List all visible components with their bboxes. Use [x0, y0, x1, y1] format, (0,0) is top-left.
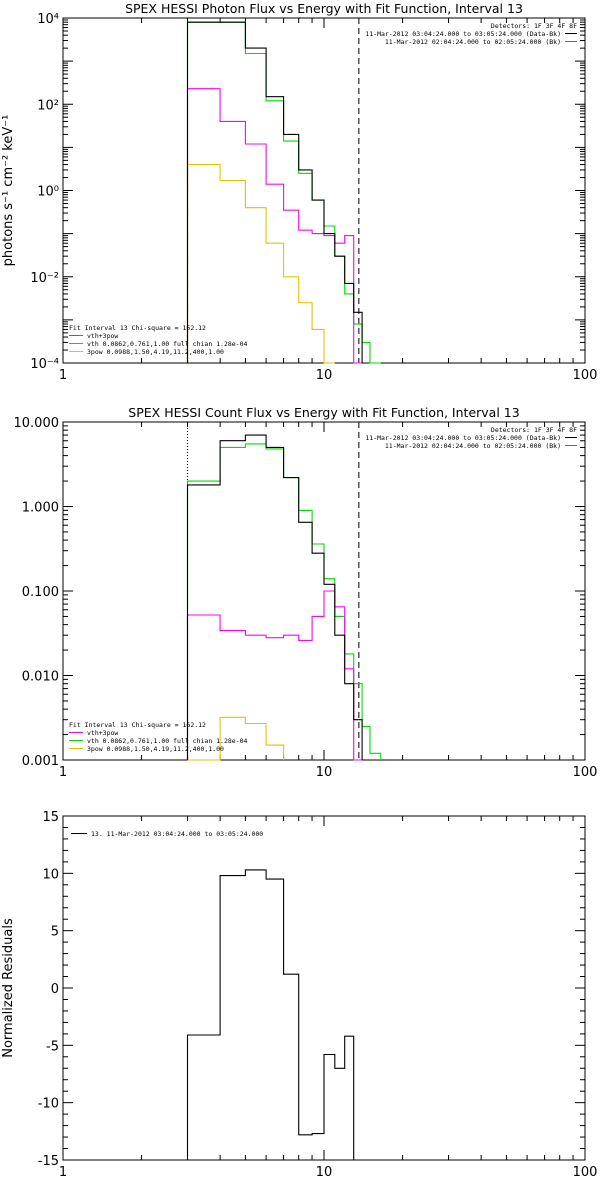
x-tick-label: 100 — [573, 765, 598, 780]
y-tick-label: 0.001 — [22, 754, 59, 769]
legend-entry: vth 0.0862,0.761,1.00 full chian 1.28e-0… — [87, 737, 248, 745]
series-bk — [186, 590, 363, 761]
y-tick-label: 10⁻² — [30, 271, 59, 286]
legend-fit-header: Fit Interval 13 Chi-square = 162.12 — [69, 721, 206, 729]
chart-title: SPEX HESSI Photon Flux vs Energy with Fi… — [125, 1, 523, 16]
series-data-bk — [186, 434, 363, 760]
y-tick-label: 15 — [42, 810, 59, 825]
legend-entry: 11-Mar-2012 02:04:24.000 to 02:05:24.000… — [385, 442, 561, 450]
y-tick-label: -10 — [38, 1097, 59, 1112]
y-tick-label: 0 — [51, 982, 59, 997]
x-tick-label: 100 — [573, 368, 598, 383]
series-vth-3pow — [186, 88, 363, 364]
legend-entry: 11-Mar-2012 03:04:24.000 to 03:05:24.000… — [365, 434, 561, 442]
legend-entry: vth 0.0862,0.761,1.00 full chian 1.28e-0… — [87, 340, 248, 348]
legend-fit-header: Fit Interval 13 Chi-square = 162.12 — [69, 324, 206, 332]
y-tick-label: 1.000 — [22, 501, 59, 516]
legend-entry: 11-Mar-2012 02:04:24.000 to 02:05:24.000… — [385, 38, 561, 46]
y-tick-label: -5 — [46, 1039, 59, 1054]
y-tick-label: 5 — [51, 925, 59, 940]
legend-entry: vth+3pow — [87, 332, 118, 340]
y-axis-label: Normalized Residuals — [1, 918, 16, 1058]
x-tick-label: 10 — [316, 368, 333, 383]
y-tick-label: 10 — [42, 867, 59, 882]
y-tick-label: 10² — [37, 98, 59, 113]
plot-frame — [62, 17, 586, 364]
panel-2: SPEX HESSI Count Flux vs Energy with Fit… — [14, 405, 598, 780]
y-tick-label: 10⁻⁴ — [30, 357, 59, 372]
panel-1: SPEX HESSI Photon Flux vs Energy with Fi… — [1, 1, 597, 383]
legend-entry: vth+3pow — [87, 729, 118, 737]
legend-entry: 13. 11-Mar-2012 03:04:24.000 to 03:05:24… — [91, 830, 263, 838]
y-tick-label: 0.010 — [22, 670, 59, 685]
legend-entry: 3pow 0.0988,1.50,4.19,11.2,400,1.00 — [87, 745, 224, 753]
legend-entry: 11-Mar-2012 03:04:24.000 to 03:05:24.000… — [365, 30, 561, 38]
chart-title: SPEX HESSI Count Flux vs Energy with Fit… — [128, 405, 519, 420]
series-3pow — [187, 716, 285, 761]
series-13-11-mar-2012-03-04-24-000-to-03-05-24-000 — [186, 869, 355, 1160]
x-tick-label: 100 — [573, 1165, 598, 1180]
legend-detectors: Detectors: 1F 3F 4F 8F — [491, 22, 577, 30]
y-tick-label: 10.000 — [14, 416, 60, 431]
y-tick-label: -15 — [38, 1154, 59, 1169]
series-vth — [186, 443, 382, 760]
y-tick-label: 10⁰ — [37, 185, 59, 200]
x-tick-label: 10 — [316, 765, 333, 780]
legend-entry: 3pow 0.0988,1.50,4.19,11.2,400,1.00 — [87, 348, 224, 356]
x-tick-label: 1 — [59, 765, 67, 780]
y-axis-label: photons s⁻¹ cm⁻² keV⁻¹ — [1, 115, 16, 267]
legend-detectors: Detectors: 1F 3F 4F 8F — [491, 426, 577, 434]
panel-3: 1 10 100 -15 -10 -5 0 5 10 15 Normalized Residuals… — [1, 810, 597, 1180]
y-tick-label: 10⁴ — [37, 12, 59, 27]
x-tick-label: 1 — [59, 368, 67, 383]
y-tick-label: 0.100 — [22, 585, 59, 600]
x-tick-label: 1 — [59, 1165, 67, 1180]
x-tick-label: 10 — [316, 1165, 333, 1180]
series-data-bk — [186, 21, 363, 363]
series-3pow — [186, 163, 335, 364]
